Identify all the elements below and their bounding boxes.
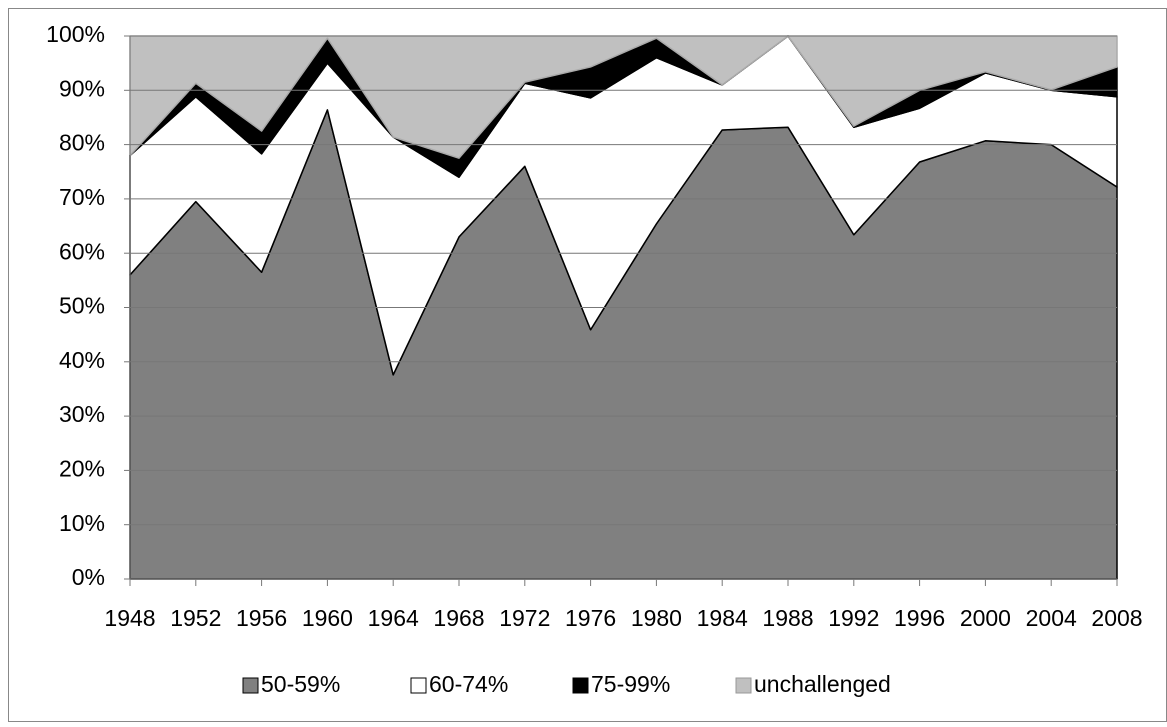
legend-label: unchallenged xyxy=(754,671,891,697)
legend-label: 75-99% xyxy=(591,671,670,697)
x-tick-label: 1948 xyxy=(104,605,155,631)
y-tick-label: 30% xyxy=(59,401,105,427)
legend-swatch xyxy=(572,677,589,694)
x-tick-label: 1960 xyxy=(302,605,353,631)
legend-swatch xyxy=(410,677,427,694)
x-tick-label: 1964 xyxy=(368,605,419,631)
x-tick-label: 1980 xyxy=(631,605,682,631)
x-tick-label: 1984 xyxy=(697,605,748,631)
x-tick-label: 1968 xyxy=(433,605,484,631)
x-tick-label: 1952 xyxy=(170,605,221,631)
x-tick-label: 1956 xyxy=(236,605,287,631)
x-tick-label: 1972 xyxy=(499,605,550,631)
legend-swatch xyxy=(735,677,752,694)
x-tick-label: 1988 xyxy=(762,605,813,631)
y-tick-label: 50% xyxy=(59,293,105,319)
y-tick-label: 60% xyxy=(59,238,105,264)
x-tick-label: 2000 xyxy=(960,605,1011,631)
y-tick-label: 40% xyxy=(59,347,105,373)
y-tick-label: 10% xyxy=(59,510,105,536)
legend-swatch xyxy=(242,677,259,694)
y-tick-label: 100% xyxy=(46,21,105,47)
x-tick-label: 2008 xyxy=(1091,605,1142,631)
y-tick-label: 70% xyxy=(59,184,105,210)
y-tick-label: 80% xyxy=(59,130,105,156)
y-tick-label: 90% xyxy=(59,75,105,101)
y-tick-label: 20% xyxy=(59,455,105,481)
legend-label: 60-74% xyxy=(429,671,508,697)
x-tick-label: 1992 xyxy=(828,605,879,631)
x-tick-label: 2004 xyxy=(1026,605,1077,631)
y-tick-label: 0% xyxy=(72,564,105,590)
legend-label: 50-59% xyxy=(261,671,340,697)
x-tick-label: 1996 xyxy=(894,605,945,631)
x-tick-label: 1976 xyxy=(565,605,616,631)
